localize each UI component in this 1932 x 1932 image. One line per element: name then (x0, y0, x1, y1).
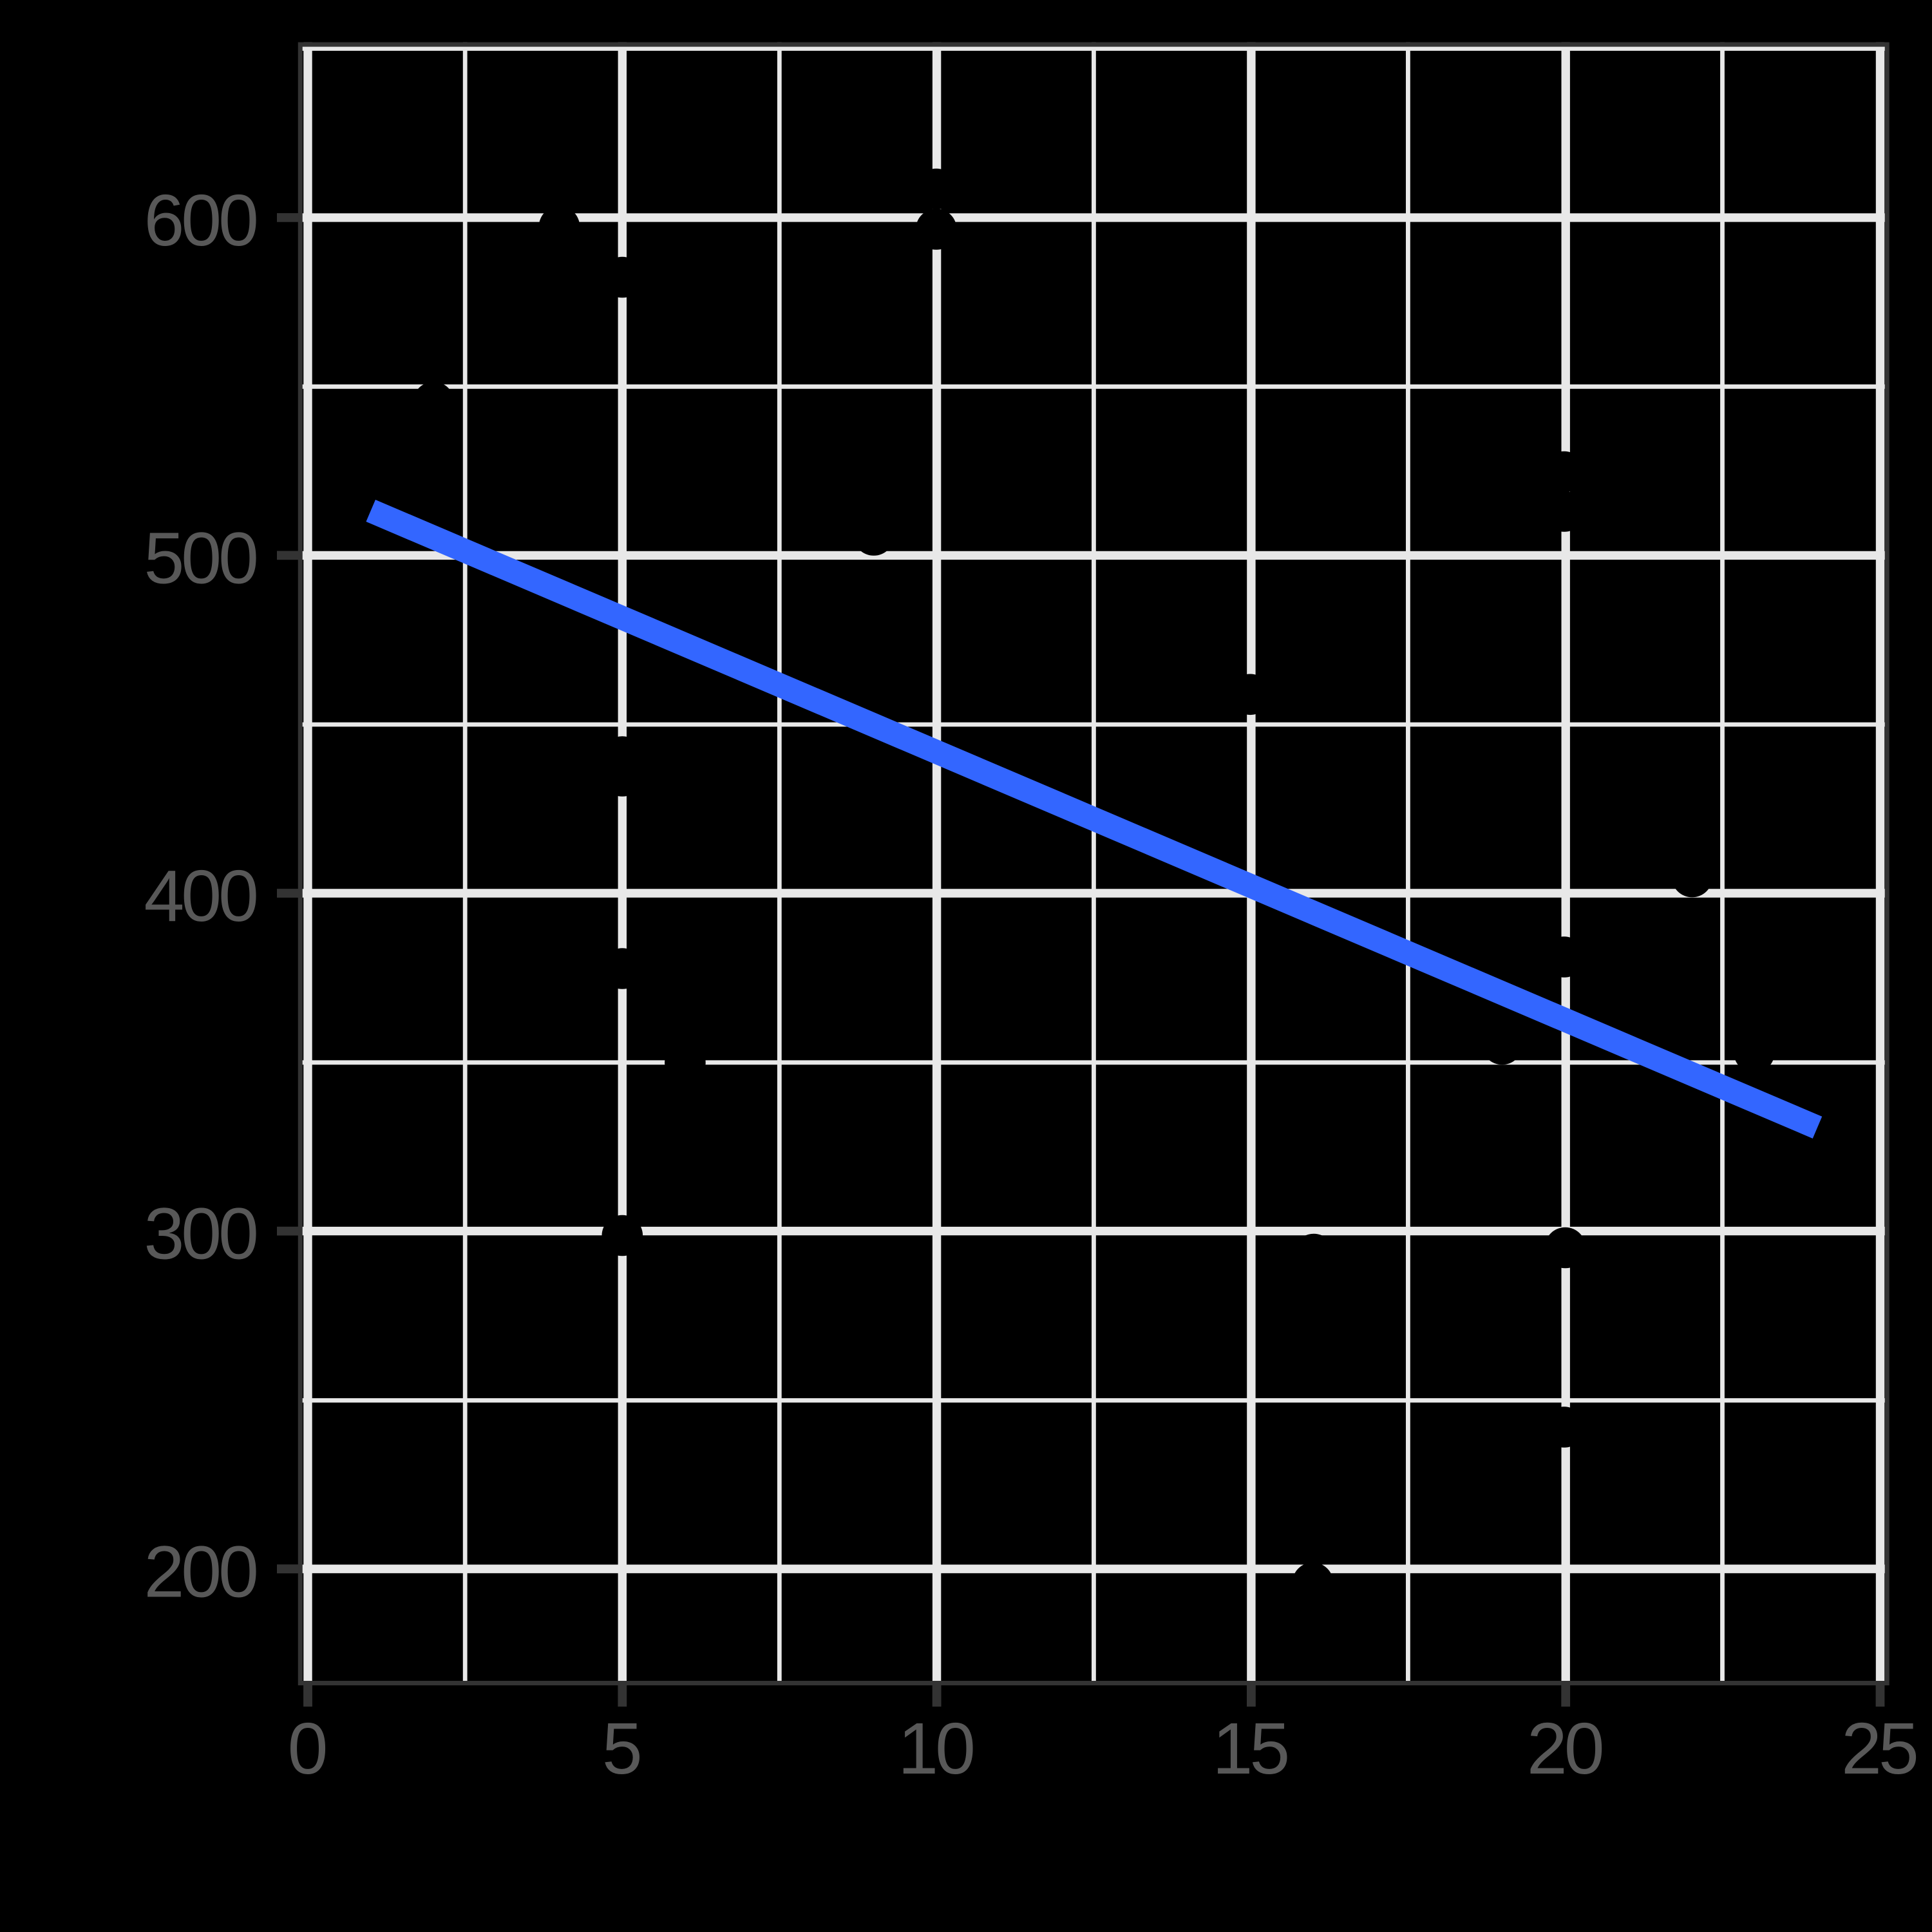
svg-text:300: 300 (144, 1193, 256, 1274)
svg-text:20: 20 (1527, 1708, 1602, 1789)
svg-text:400: 400 (144, 855, 256, 936)
svg-text:10: 10 (898, 1708, 973, 1789)
svg-text:600: 600 (144, 180, 256, 261)
svg-text:5: 5 (602, 1708, 640, 1789)
svg-text:500: 500 (144, 518, 256, 599)
svg-text:0: 0 (288, 1708, 326, 1789)
svg-text:25: 25 (1841, 1708, 1917, 1789)
svg-text:15: 15 (1213, 1708, 1288, 1789)
svg-text:200: 200 (144, 1531, 256, 1612)
